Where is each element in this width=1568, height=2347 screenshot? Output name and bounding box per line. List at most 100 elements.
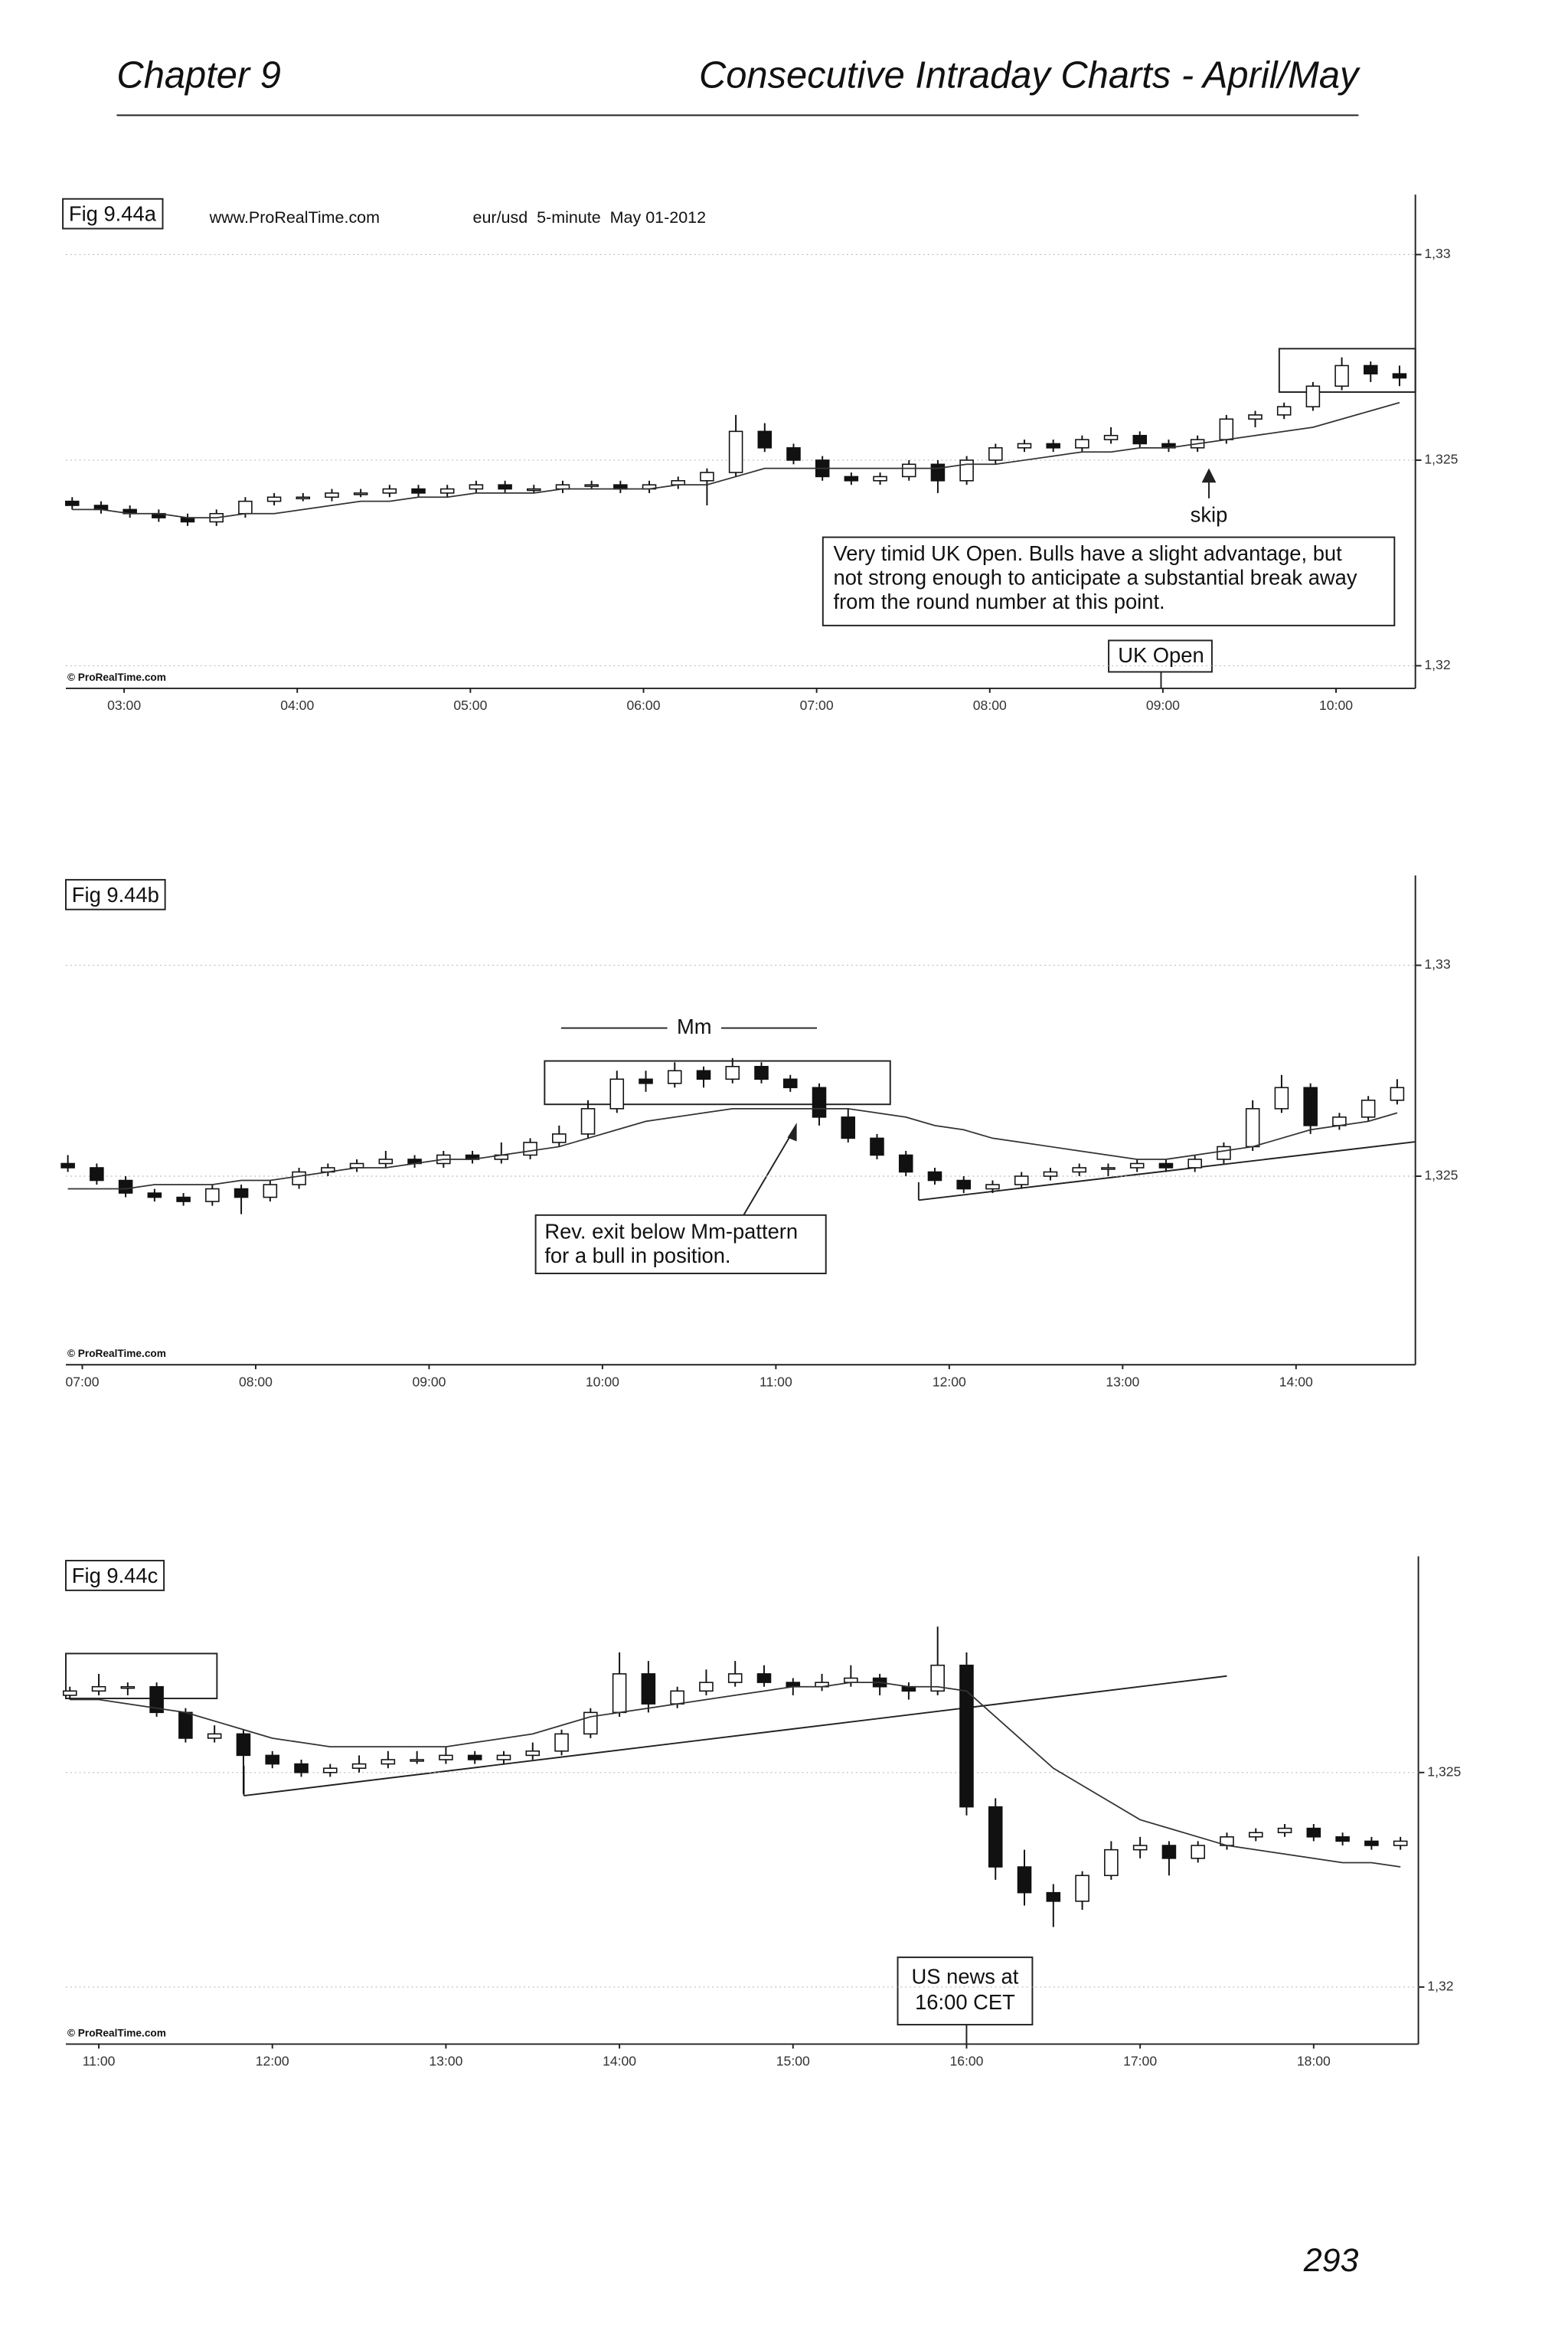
candle-body: [1248, 1832, 1263, 1838]
x-tick-label: 18:00: [1297, 2054, 1331, 2069]
candle-body: [1187, 1159, 1202, 1169]
annotation: UK Open: [1118, 643, 1204, 667]
annotation: US news at: [912, 1965, 1019, 1989]
x-tick-label: 14:00: [1279, 1374, 1313, 1389]
candle-body: [1303, 1087, 1318, 1126]
candle-body: [91, 1685, 106, 1692]
candle-body: [584, 484, 599, 487]
candle-body: [959, 459, 974, 482]
candle-body: [236, 1733, 251, 1757]
candle-body: [756, 1673, 772, 1683]
candle-body: [1075, 1875, 1089, 1902]
arrow-head: [1201, 468, 1217, 483]
candle-body: [439, 488, 455, 494]
candle-body: [1129, 1162, 1145, 1169]
annotation-box: [534, 1214, 827, 1275]
candle-body: [1046, 443, 1060, 449]
arrow: [743, 1130, 794, 1216]
y-tick-label: 1,325: [1424, 1168, 1458, 1183]
candle-body: [699, 1682, 714, 1692]
candle-body: [1046, 1891, 1061, 1902]
x-tick-label: 13:00: [1106, 1374, 1139, 1389]
moving-average: [70, 1682, 1401, 1868]
annotation-box: [897, 1956, 1034, 2026]
candle-body: [988, 447, 1003, 461]
candle-body: [786, 447, 801, 461]
candle-body: [1390, 1087, 1405, 1101]
annotation: for a bull in position.: [544, 1244, 730, 1267]
candle-body: [959, 1664, 974, 1808]
x-tick-label: 10:00: [586, 1374, 619, 1389]
candle-body: [469, 484, 484, 490]
watermark: © ProRealTime.com: [67, 1348, 166, 1359]
x-tick-label: 10:00: [1319, 698, 1353, 713]
candle-body: [1363, 364, 1378, 374]
moving-average: [67, 1107, 1398, 1190]
drawings: [65, 348, 1416, 2045]
candle-body: [498, 484, 512, 490]
x-tick-label: 08:00: [973, 698, 1007, 713]
candle-body: [580, 1108, 596, 1135]
candle-body: [641, 1673, 656, 1705]
candle-body: [1248, 414, 1263, 420]
candle-body: [696, 1070, 711, 1080]
figure-label-box: [62, 198, 164, 230]
x-tick-label: 16:00: [949, 2054, 983, 2069]
candle-body: [60, 1162, 75, 1169]
candle-body: [325, 492, 339, 498]
candle-body: [930, 1664, 945, 1692]
annotation: Mm: [677, 1015, 712, 1038]
candle-body: [639, 1078, 653, 1084]
candle-body: [667, 1070, 682, 1084]
annotation-box: [822, 536, 1396, 626]
candle-body: [554, 1733, 569, 1752]
candle-body: [1334, 364, 1349, 387]
candle-body: [1245, 1108, 1260, 1148]
candle-body: [149, 1685, 164, 1714]
trendline: [957, 1675, 1227, 1710]
candle-body: [609, 1078, 625, 1110]
candle-body: [988, 1806, 1003, 1868]
figure-label-box: [65, 878, 166, 910]
y-tick-label: 1,325: [1427, 1764, 1461, 1779]
candle-body: [525, 1750, 541, 1757]
candle-body: [90, 1167, 104, 1182]
candle-body: [411, 488, 426, 494]
candle-body: [118, 1179, 133, 1194]
candle-body: [527, 488, 541, 492]
x-tick-label: 14:00: [603, 2054, 636, 2069]
trendline: [918, 1141, 1416, 1201]
x-tick-label: 07:00: [800, 698, 834, 713]
y-tick-label: 1,33: [1424, 246, 1450, 261]
candle-body: [727, 1673, 743, 1683]
y-tick-label: 1,32: [1427, 1979, 1453, 1994]
y-tick-label: 1,33: [1424, 956, 1450, 972]
candle-body: [1158, 1162, 1174, 1169]
candle-body: [238, 500, 253, 515]
x-tick-label: 15:00: [776, 2054, 810, 2069]
running-title: Consecutive Intraday Charts - April/May: [699, 55, 1361, 96]
x-tick-label: 07:00: [65, 1374, 99, 1389]
annotation: 16:00 CET: [915, 1990, 1015, 2014]
candle-body: [1274, 1087, 1289, 1110]
y-tick-label: 1,325: [1424, 452, 1458, 467]
annotation: skip: [1191, 502, 1228, 526]
watermark: © ProRealTime.com: [67, 2027, 166, 2038]
candle-body: [378, 1159, 394, 1165]
trendline: [243, 1708, 958, 1797]
candle-body: [898, 1154, 913, 1173]
candle-body: [1132, 1845, 1148, 1851]
candle-body: [1017, 443, 1032, 449]
candle-body: [1361, 1100, 1376, 1118]
candle-body: [207, 1733, 222, 1739]
box: [544, 1060, 891, 1106]
moving-average: [72, 401, 1400, 518]
candle-body: [1075, 439, 1089, 449]
annotation: not strong enough to anticipate a substa…: [833, 566, 1357, 590]
annotation: from the round number at this point.: [833, 590, 1165, 613]
candle-body: [670, 1690, 684, 1705]
candle-body: [782, 1078, 798, 1089]
annotation: Very timid UK Open. Bulls have a slight …: [833, 541, 1342, 565]
arrow-head: [787, 1123, 797, 1142]
candle-body: [985, 1184, 1000, 1190]
